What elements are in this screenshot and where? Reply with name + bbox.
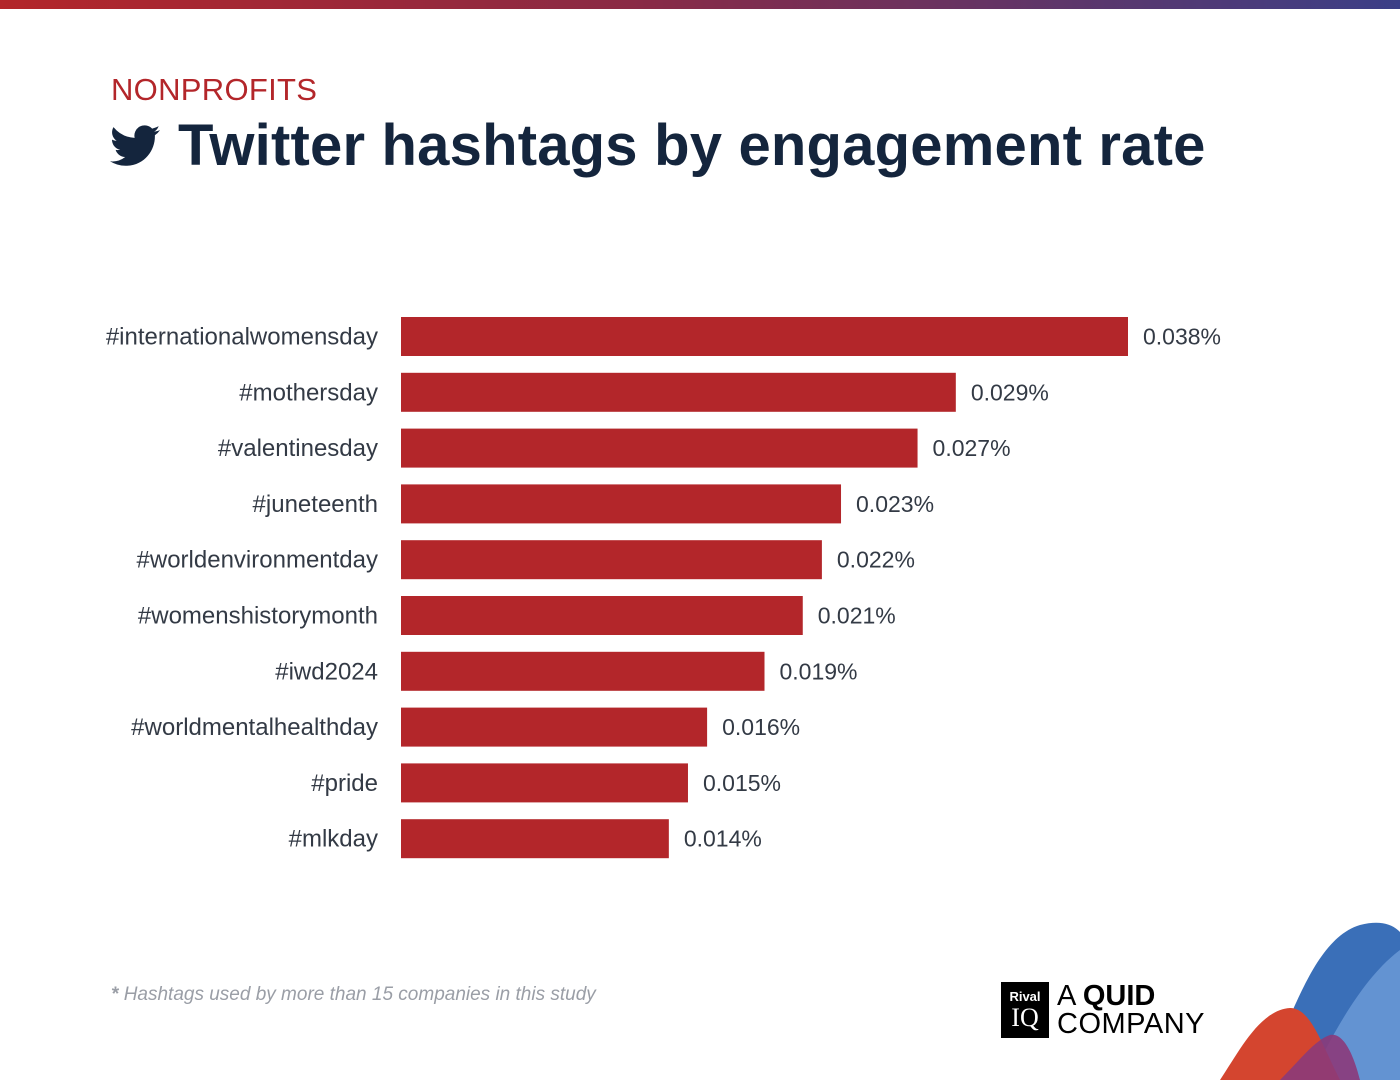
bar-mothersday bbox=[401, 372, 956, 412]
page-title: Twitter hashtags by engagement rate bbox=[178, 113, 1206, 178]
brand-prefix: A bbox=[1057, 980, 1075, 1012]
corner-wave-decoration bbox=[1220, 922, 1400, 1080]
brand-tagline: A QUID COMPANY bbox=[1057, 980, 1205, 1041]
bar-worldenvironmentday bbox=[401, 540, 822, 580]
category-label: #juneteenth bbox=[253, 491, 378, 518]
bar-womenshistorymonth bbox=[401, 596, 803, 635]
value-label: 0.021% bbox=[818, 603, 896, 629]
category-label: #internationalwomensday bbox=[106, 324, 378, 351]
badge-top-text: Rival bbox=[1009, 988, 1041, 1004]
category-label: #iwd2024 bbox=[275, 658, 378, 685]
rival-iq-badge: Rival IQ bbox=[1001, 982, 1049, 1039]
category-label: #mlkday bbox=[289, 826, 378, 853]
value-label: 0.029% bbox=[971, 379, 1049, 405]
bar-worldmentalhealthday bbox=[401, 707, 708, 747]
bar-pride bbox=[401, 763, 688, 803]
category-label: #pride bbox=[311, 770, 378, 797]
value-label: 0.023% bbox=[856, 491, 934, 517]
category-label: #womenshistorymonth bbox=[138, 603, 378, 630]
brand-line2: COMPANY bbox=[1057, 1008, 1205, 1041]
value-label: 0.027% bbox=[933, 435, 1011, 461]
category-label: #valentinesday bbox=[218, 435, 378, 462]
category-label: #mothersday bbox=[239, 379, 378, 406]
bar-internationalwomensday bbox=[401, 317, 1128, 356]
twitter-bird-icon bbox=[110, 124, 160, 166]
value-label: 0.022% bbox=[837, 547, 915, 573]
value-label: 0.015% bbox=[703, 770, 781, 796]
bar-mlkday bbox=[401, 819, 669, 859]
brand-bold: QUID bbox=[1082, 980, 1156, 1012]
title-row: Twitter hashtags by engagement rate bbox=[110, 112, 1206, 179]
value-label: 0.038% bbox=[1143, 324, 1221, 350]
bar-juneteenth bbox=[401, 484, 842, 524]
footnote-text: Hashtags used by more than 15 companies … bbox=[123, 984, 596, 1005]
category-label: #worldenvironmentday bbox=[137, 547, 378, 574]
bar-valentinesday bbox=[401, 428, 918, 468]
category-label: #worldmentalhealthday bbox=[131, 714, 378, 741]
section-kicker: NONPROFITS bbox=[111, 72, 318, 107]
top-accent-bar bbox=[0, 0, 1400, 9]
value-label: 0.019% bbox=[780, 658, 858, 684]
footnote-star: * bbox=[111, 984, 119, 1005]
bar-iwd2024 bbox=[401, 651, 765, 691]
value-label: 0.016% bbox=[722, 714, 800, 740]
value-label: 0.014% bbox=[684, 826, 762, 852]
brand-logo: Rival IQ A QUID COMPANY bbox=[1001, 982, 1205, 1039]
footnote: * Hashtags used by more than 15 companie… bbox=[111, 984, 596, 1006]
badge-bottom-text: IQ bbox=[1011, 1002, 1039, 1032]
